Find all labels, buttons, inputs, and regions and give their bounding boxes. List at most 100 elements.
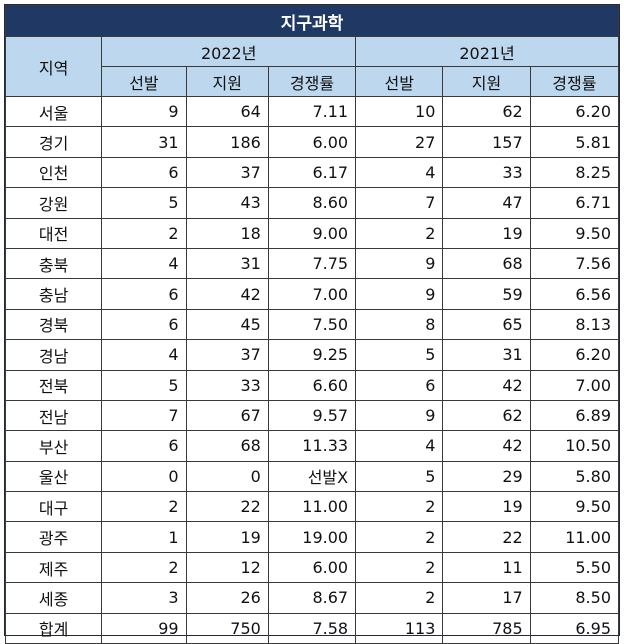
cell-applicants-2021: 65 xyxy=(442,308,531,341)
cell-rate-2021: 6.71 xyxy=(529,187,620,219)
cell-selected-2022: 31 xyxy=(101,126,187,158)
cell-selected-2021: 5 xyxy=(355,339,444,371)
cell-rate-2022: 선발X xyxy=(267,460,357,493)
region-cell: 울산 xyxy=(4,460,103,493)
table-row: 경북 6 45 7.50 8 65 8.13 xyxy=(4,308,620,341)
cell-rate-2022: 19.00 xyxy=(267,521,357,553)
column-header-applicants-2021: 지원 xyxy=(442,66,531,97)
cell-rate-2022: 6.00 xyxy=(267,551,357,584)
cell-applicants-2022: 68 xyxy=(185,430,269,462)
cell-applicants-2022: 19 xyxy=(185,521,269,553)
cell-rate-2022: 7.11 xyxy=(267,95,357,128)
cell-selected-2022: 4 xyxy=(101,247,187,280)
cell-selected-2021: 2 xyxy=(355,551,444,584)
cell-selected-2021: 2 xyxy=(355,217,444,249)
cell-selected-2022: 2 xyxy=(101,551,187,584)
region-cell: 합계 xyxy=(4,612,103,644)
region-cell: 강원 xyxy=(4,187,103,219)
cell-applicants-2021: 22 xyxy=(442,521,531,553)
cell-rate-2021: 6.95 xyxy=(529,612,620,644)
cell-selected-2021: 2 xyxy=(355,491,444,523)
table-row: 경남 4 37 9.25 5 31 6.20 xyxy=(4,339,620,371)
cell-selected-2022: 1 xyxy=(101,521,187,553)
cell-selected-2021: 9 xyxy=(355,399,444,432)
column-header-selected-2022: 선발 xyxy=(101,66,187,97)
cell-rate-2021: 11.00 xyxy=(529,521,620,553)
cell-rate-2021: 6.20 xyxy=(529,339,620,371)
region-cell: 전북 xyxy=(4,369,103,401)
table-row: 합계 99 750 7.58 113 785 6.95 xyxy=(4,612,620,644)
cell-applicants-2022: 43 xyxy=(185,187,269,219)
cell-applicants-2021: 11 xyxy=(442,551,531,584)
cell-applicants-2021: 785 xyxy=(442,612,531,644)
table-row: 충북 4 31 7.75 9 68 7.56 xyxy=(4,247,620,280)
cell-rate-2021: 5.81 xyxy=(529,126,620,158)
cell-rate-2022: 9.25 xyxy=(267,339,357,371)
cell-selected-2021: 9 xyxy=(355,247,444,280)
cell-rate-2021: 6.20 xyxy=(529,95,620,128)
region-cell: 제주 xyxy=(4,551,103,584)
cell-selected-2021: 27 xyxy=(355,126,444,158)
region-cell: 충북 xyxy=(4,247,103,280)
cell-applicants-2021: 19 xyxy=(442,491,531,523)
cell-rate-2021: 6.89 xyxy=(529,399,620,432)
cell-rate-2021: 7.00 xyxy=(529,369,620,401)
column-header-selected-2021: 선발 xyxy=(355,66,444,97)
cell-selected-2021: 4 xyxy=(355,430,444,462)
table-row: 전남 7 67 9.57 9 62 6.89 xyxy=(4,399,620,432)
cell-applicants-2022: 37 xyxy=(185,156,269,189)
cell-rate-2021: 5.50 xyxy=(529,551,620,584)
table-row: 제주 2 12 6.00 2 11 5.50 xyxy=(4,551,620,584)
cell-selected-2021: 10 xyxy=(355,95,444,128)
cell-rate-2021: 6.56 xyxy=(529,278,620,310)
column-header-rate-2021: 경쟁률 xyxy=(529,66,620,97)
cell-selected-2021: 4 xyxy=(355,156,444,189)
cell-rate-2021: 7.56 xyxy=(529,247,620,280)
region-cell: 전남 xyxy=(4,399,103,432)
table-row: 세종 3 26 8.67 2 17 8.50 xyxy=(4,582,620,614)
region-cell: 충남 xyxy=(4,278,103,310)
cell-selected-2021: 6 xyxy=(355,369,444,401)
year-header-2022: 2022년 xyxy=(101,36,357,67)
cell-rate-2022: 7.75 xyxy=(267,247,357,280)
region-cell: 부산 xyxy=(4,430,103,462)
cell-selected-2021: 2 xyxy=(355,521,444,553)
cell-applicants-2021: 17 xyxy=(442,582,531,614)
cell-selected-2022: 5 xyxy=(101,369,187,401)
table-row: 인천 6 37 6.17 4 33 8.25 xyxy=(4,156,620,189)
cell-rate-2022: 9.00 xyxy=(267,217,357,249)
cell-applicants-2021: 29 xyxy=(442,460,531,493)
cell-applicants-2022: 0 xyxy=(185,460,269,493)
cell-rate-2022: 9.57 xyxy=(267,399,357,432)
cell-selected-2022: 7 xyxy=(101,399,187,432)
cell-applicants-2022: 750 xyxy=(185,612,269,644)
column-header-applicants-2022: 지원 xyxy=(185,66,269,97)
cell-selected-2022: 0 xyxy=(101,460,187,493)
table-row: 광주 1 19 19.00 2 22 11.00 xyxy=(4,521,620,553)
cell-applicants-2021: 47 xyxy=(442,187,531,219)
cell-selected-2022: 6 xyxy=(101,430,187,462)
table-row: 대전 2 18 9.00 2 19 9.50 xyxy=(4,217,620,249)
cell-selected-2022: 5 xyxy=(101,187,187,219)
cell-applicants-2021: 33 xyxy=(442,156,531,189)
cell-rate-2022: 6.17 xyxy=(267,156,357,189)
cell-rate-2022: 7.50 xyxy=(267,308,357,341)
table-row: 충남 6 42 7.00 9 59 6.56 xyxy=(4,278,620,310)
column-header-rate-2022: 경쟁률 xyxy=(267,66,357,97)
cell-selected-2021: 8 xyxy=(355,308,444,341)
cell-selected-2021: 7 xyxy=(355,187,444,219)
cell-rate-2021: 5.80 xyxy=(529,460,620,493)
cell-selected-2022: 4 xyxy=(101,339,187,371)
region-cell: 인천 xyxy=(4,156,103,189)
cell-applicants-2021: 42 xyxy=(442,369,531,401)
region-cell: 광주 xyxy=(4,521,103,553)
cell-applicants-2022: 64 xyxy=(185,95,269,128)
year-header-2021: 2021년 xyxy=(355,36,619,67)
cell-applicants-2022: 67 xyxy=(185,399,269,432)
cell-selected-2022: 6 xyxy=(101,278,187,310)
cell-applicants-2022: 31 xyxy=(185,247,269,280)
cell-selected-2022: 2 xyxy=(101,217,187,249)
cell-selected-2022: 9 xyxy=(101,95,187,128)
cell-rate-2022: 7.58 xyxy=(267,612,357,644)
cell-applicants-2022: 33 xyxy=(185,369,269,401)
